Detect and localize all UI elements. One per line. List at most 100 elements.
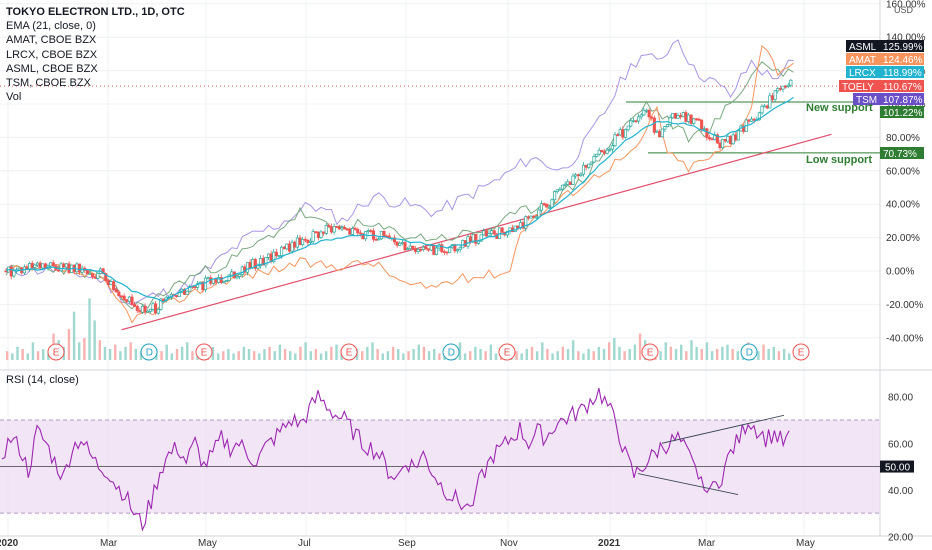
candle-body	[529, 215, 533, 219]
y-tick-label: 60.00%	[886, 166, 920, 177]
volume-bar	[659, 351, 662, 360]
earnings-marker	[442, 343, 460, 361]
y-tick-label: 20.00%	[886, 233, 920, 244]
series-value-badge	[880, 40, 924, 52]
volume-bar	[165, 344, 168, 360]
candle-body	[93, 276, 97, 279]
volume-bar	[669, 346, 673, 360]
volume-bar	[304, 342, 307, 360]
candle-body	[4, 270, 8, 273]
candle-body	[500, 227, 504, 233]
volume-bar	[489, 344, 493, 360]
candle-body	[728, 136, 733, 145]
volume-bar	[700, 349, 703, 360]
volume-bar	[582, 353, 585, 360]
candle-body	[49, 262, 53, 267]
candle-body	[650, 116, 654, 119]
volume-bar	[525, 349, 529, 360]
candle-body	[608, 148, 612, 151]
volume-bar	[242, 346, 246, 360]
volume-bar	[21, 349, 24, 360]
rsi-line	[1, 387, 790, 532]
candle-body	[707, 137, 712, 140]
candle-body	[238, 273, 242, 277]
candle-body	[9, 266, 13, 277]
candle-body	[595, 153, 599, 157]
series-name-badge	[846, 40, 880, 52]
volume-bar	[278, 344, 282, 360]
rsi-y-tick-label: 80.00	[888, 393, 913, 404]
candle-body	[369, 230, 373, 232]
candle-body	[513, 225, 517, 232]
candle-body	[765, 105, 769, 109]
legend-lrcx[interactable]: LRCX, CBOE BZX	[6, 48, 98, 61]
earnings-marker	[47, 343, 65, 361]
candle-body	[329, 226, 334, 233]
volume-bar	[767, 349, 770, 360]
candle-body	[188, 285, 192, 292]
earnings-marker	[498, 343, 516, 361]
candle-body	[629, 120, 633, 127]
candle-body	[117, 291, 121, 297]
candle-body	[723, 138, 727, 142]
candle-body	[592, 156, 596, 163]
candle-body	[584, 164, 588, 168]
volume-bar	[371, 342, 374, 360]
series-value-badge	[880, 80, 924, 92]
legend-tsm[interactable]: TSM, CBOE BZX	[6, 77, 91, 90]
candle-body	[314, 231, 318, 233]
annotation-low-support: Low support	[806, 154, 872, 166]
volume-bar	[412, 349, 415, 360]
volume-bar	[186, 342, 189, 360]
volume-bar	[252, 351, 256, 360]
candle-body	[487, 233, 491, 237]
volume-bar	[788, 353, 791, 360]
candle-body	[550, 199, 554, 208]
candle-body	[560, 184, 565, 190]
volume-bar	[535, 351, 539, 360]
volume-bar	[602, 349, 606, 360]
candle-body	[789, 79, 793, 86]
legend-amat[interactable]: AMAT, CBOE BZX	[6, 34, 97, 47]
candle-body	[555, 189, 559, 192]
candle-body	[539, 203, 544, 211]
candle-body	[676, 115, 680, 119]
legend-main-symbol[interactable]: TOKYO ELECTRON LTD., 1D, OTC	[6, 6, 185, 18]
series-value-badge	[880, 53, 924, 65]
candle-body	[553, 191, 557, 201]
volume-bar	[134, 349, 138, 360]
candle-body	[219, 277, 223, 283]
volume-bar	[16, 346, 19, 360]
series-name-badge-label: TOELY	[842, 82, 874, 93]
volume-bar	[258, 353, 261, 360]
candle-body	[148, 308, 152, 312]
volume-bar	[191, 351, 194, 360]
candle-body	[484, 230, 488, 237]
volume-bar	[216, 353, 220, 360]
series-value-badge	[880, 93, 924, 105]
x-tick-label: 2021	[598, 538, 621, 549]
candle-body	[253, 259, 257, 269]
candle-body	[705, 128, 709, 138]
candle-body	[747, 119, 751, 122]
volume-bar	[180, 346, 184, 360]
volume-bar	[710, 351, 714, 360]
earnings-marker-label: D	[746, 348, 753, 359]
earnings-marker-label: E	[201, 348, 208, 359]
candle-body	[786, 84, 790, 87]
candle-body	[353, 227, 357, 230]
volume-bar	[67, 329, 71, 360]
legend-asml[interactable]: ASML, CBOE BZX	[6, 62, 98, 75]
rsi-pane-title[interactable]: RSI (14, close)	[6, 374, 79, 386]
candle-body	[379, 231, 383, 240]
volume-bar	[103, 346, 107, 360]
x-tick-label: Nov	[500, 538, 518, 549]
legend-ema[interactable]: EMA (21, close, 0)	[6, 20, 96, 33]
candle-body	[655, 130, 659, 133]
volume-bar	[268, 346, 271, 360]
legend-volume[interactable]: Vol	[6, 91, 22, 104]
candle-body	[566, 181, 570, 185]
x-tick-label: 2020	[0, 538, 19, 549]
volume-bar	[772, 346, 776, 360]
volume-bar	[690, 340, 693, 360]
